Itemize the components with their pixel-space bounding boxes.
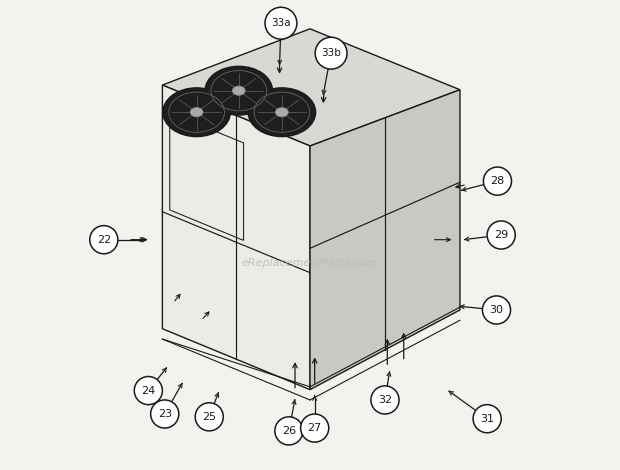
Ellipse shape: [190, 108, 203, 117]
Circle shape: [195, 403, 223, 431]
Polygon shape: [162, 85, 310, 390]
Text: 27: 27: [308, 423, 322, 433]
Text: 29: 29: [494, 230, 508, 240]
Text: 33b: 33b: [321, 48, 341, 58]
Text: 22: 22: [97, 235, 111, 245]
Circle shape: [371, 386, 399, 414]
Text: 23: 23: [157, 409, 172, 419]
Ellipse shape: [163, 88, 231, 137]
Circle shape: [265, 7, 297, 39]
Polygon shape: [310, 90, 460, 390]
Circle shape: [484, 167, 512, 195]
Text: 32: 32: [378, 395, 392, 405]
Ellipse shape: [232, 86, 245, 95]
Ellipse shape: [205, 66, 273, 115]
Circle shape: [275, 417, 303, 445]
Text: 31: 31: [480, 414, 494, 423]
Text: 30: 30: [490, 305, 503, 315]
Text: 24: 24: [141, 385, 156, 396]
Circle shape: [315, 37, 347, 69]
Text: eReplacementParts.com: eReplacementParts.com: [242, 258, 378, 268]
Text: 26: 26: [282, 426, 296, 436]
Ellipse shape: [275, 108, 288, 117]
Circle shape: [90, 226, 118, 254]
Text: 25: 25: [202, 412, 216, 422]
Circle shape: [151, 400, 179, 428]
Text: 33a: 33a: [271, 18, 291, 28]
Text: 28: 28: [490, 176, 505, 186]
Ellipse shape: [248, 88, 316, 137]
Circle shape: [135, 376, 162, 405]
Circle shape: [482, 296, 510, 324]
Circle shape: [487, 221, 515, 249]
Polygon shape: [162, 29, 460, 146]
Circle shape: [473, 405, 501, 433]
Circle shape: [301, 414, 329, 442]
